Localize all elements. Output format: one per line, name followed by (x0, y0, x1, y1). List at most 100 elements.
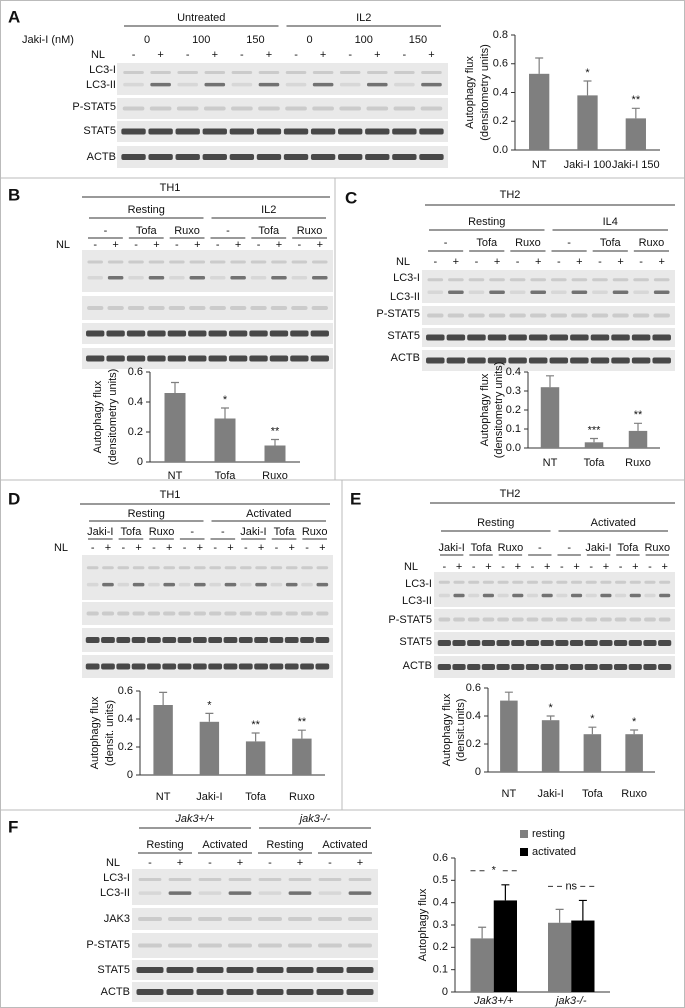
bar (493, 900, 517, 992)
band (497, 593, 509, 598)
band (86, 355, 105, 362)
blot-strip (82, 655, 333, 678)
band (231, 106, 253, 111)
band (628, 640, 642, 646)
band (86, 582, 99, 587)
nl-sign: - (121, 542, 125, 554)
band (288, 917, 312, 921)
band (291, 260, 308, 264)
y-tick-label: 0.2 (118, 741, 133, 753)
error-bar (555, 908, 564, 923)
band (228, 917, 252, 921)
y-axis-label: (densit. units) (104, 700, 116, 766)
significance: * (223, 394, 228, 406)
nl-sign: + (494, 256, 500, 268)
bar (541, 720, 560, 772)
band (269, 330, 289, 337)
y-tick-label: 0.3 (506, 385, 521, 397)
x-tick-label: Ruxo (621, 788, 647, 800)
band (231, 82, 253, 87)
blot-strip (117, 121, 448, 142)
band (348, 917, 372, 921)
band (224, 611, 237, 616)
treatment-label: Ruxo (149, 526, 175, 538)
nl-sign: + (177, 857, 183, 869)
band (86, 611, 99, 616)
bar (500, 700, 518, 772)
band (633, 278, 649, 282)
band (509, 290, 526, 294)
band (189, 306, 206, 310)
band (132, 566, 145, 570)
nl-label: NL (56, 239, 70, 251)
nl-sign: + (515, 561, 521, 573)
band (652, 334, 671, 341)
band (315, 637, 330, 643)
nl-sign: + (317, 239, 323, 251)
panel-letter: B (8, 185, 20, 204)
treatment-label: - (104, 225, 108, 237)
band (453, 617, 465, 622)
x-tick-label: jak3-/- (554, 995, 587, 1007)
band (348, 878, 372, 881)
band (223, 637, 238, 643)
row-label: LC3-II (402, 595, 432, 607)
band (250, 260, 267, 264)
nl-sign: + (135, 542, 141, 554)
band (138, 943, 162, 948)
nl-sign: + (485, 561, 491, 573)
band (270, 611, 283, 616)
treatment-label: 100 (192, 34, 210, 46)
nl-sign: - (403, 49, 407, 61)
band (107, 260, 124, 264)
treatment-label: Resting (146, 839, 183, 851)
band (148, 260, 165, 264)
treatment-label: 150 (246, 34, 264, 46)
band (482, 580, 494, 584)
band (318, 891, 342, 895)
band (291, 306, 308, 310)
band (209, 306, 226, 310)
band (239, 566, 252, 570)
group-label: Resting (128, 508, 165, 520)
nl-sign: - (639, 256, 643, 268)
band (600, 617, 612, 622)
treatment-label: Ruxo (302, 526, 328, 538)
treatment-label: Tofa (618, 542, 640, 554)
treatment-label: Jaki-I (585, 542, 611, 554)
band (208, 355, 227, 362)
blot-strip (434, 572, 675, 607)
blot-strip (422, 328, 675, 347)
y-axis-label: Autophagy flux (92, 380, 104, 453)
band (653, 313, 670, 318)
panel-letter: D (8, 489, 20, 508)
band (541, 617, 554, 622)
band (168, 917, 192, 921)
band (121, 154, 146, 160)
band (163, 611, 176, 616)
error-bar (205, 712, 214, 722)
legend-label: activated (532, 846, 576, 858)
band (316, 967, 344, 973)
significance: ** (251, 719, 260, 731)
treatment-label: - (190, 526, 194, 538)
error-bar (478, 926, 487, 939)
x-tick-label: Tofa (215, 470, 237, 482)
band (629, 580, 641, 584)
band (258, 106, 280, 111)
band (256, 154, 282, 160)
nl-sign: - (175, 239, 179, 251)
band (148, 582, 160, 587)
band (467, 357, 486, 364)
band (509, 313, 526, 318)
group-label: Activated (591, 517, 636, 529)
band (555, 640, 569, 646)
nl-sign: + (297, 857, 303, 869)
band (203, 106, 226, 111)
error-bar (630, 729, 639, 735)
x-tick-label: Ruxo (289, 791, 315, 803)
band (540, 664, 554, 670)
row-label: LC3-II (390, 291, 420, 303)
band (193, 611, 206, 616)
x-tick-label: NT (532, 159, 547, 171)
